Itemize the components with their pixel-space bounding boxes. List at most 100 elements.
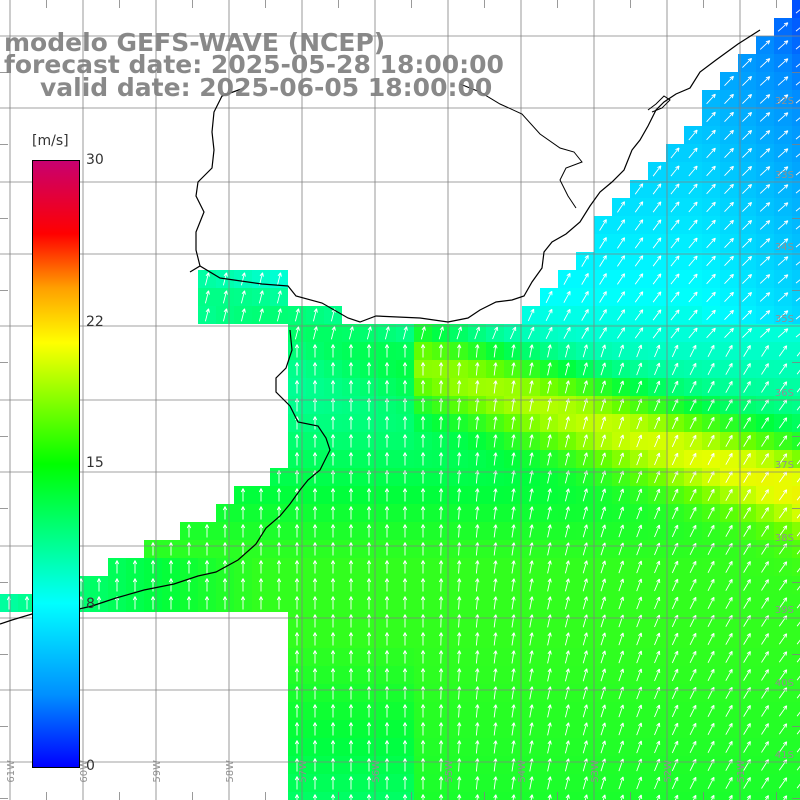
wind-arrow xyxy=(743,705,751,717)
wind-arrow xyxy=(312,578,318,592)
wind-arrow xyxy=(529,434,534,448)
wind-arrow xyxy=(743,597,751,609)
wind-arrow xyxy=(420,524,426,538)
wind-arrow xyxy=(294,704,300,718)
wind-arrow xyxy=(743,363,751,375)
speed-cell xyxy=(792,558,800,576)
speed-cell xyxy=(792,450,800,468)
wind-arrow xyxy=(294,722,300,736)
wind-arrow xyxy=(204,272,210,286)
wind-arrow xyxy=(796,585,800,591)
wind-arrow xyxy=(529,704,534,718)
wind-arrow xyxy=(617,273,626,285)
wind-arrow xyxy=(457,776,462,790)
coastline xyxy=(0,29,761,625)
wind-arrow xyxy=(114,578,120,592)
wind-arrow xyxy=(652,327,662,339)
wind-arrow xyxy=(475,596,480,610)
wind-arrow xyxy=(600,434,606,448)
wind-arrow xyxy=(777,166,789,176)
wind-arrow xyxy=(529,506,534,520)
wind-arrow xyxy=(725,560,733,573)
wind-arrow xyxy=(688,291,698,303)
wind-arrow xyxy=(529,380,534,394)
wind-arrow xyxy=(777,94,789,104)
wind-arrow xyxy=(777,202,789,212)
wind-arrow xyxy=(707,506,715,520)
wind-arrow xyxy=(796,477,800,483)
lat-label: 33S xyxy=(775,170,794,181)
wind-arrow xyxy=(312,722,318,736)
wind-arrow xyxy=(366,794,372,800)
wind-arrow xyxy=(617,291,626,303)
wind-arrow xyxy=(493,434,498,448)
wind-arrow xyxy=(438,578,444,592)
wind-arrow xyxy=(330,686,336,700)
wind-arrow xyxy=(600,560,606,574)
wind-arrow xyxy=(706,93,716,105)
wind-arrow xyxy=(384,380,390,394)
colorbar-unit: [m/s] xyxy=(32,133,69,149)
wind-arrow xyxy=(547,560,552,574)
wind-arrow xyxy=(743,525,751,537)
wind-arrow xyxy=(457,794,462,800)
wind-arrow xyxy=(761,435,769,447)
wind-arrow xyxy=(689,452,697,466)
wind-arrow xyxy=(636,578,643,592)
wind-arrow xyxy=(402,542,408,556)
speed-cell xyxy=(792,756,800,774)
speed-cell xyxy=(792,288,800,306)
wind-arrow xyxy=(743,615,751,627)
wind-arrow xyxy=(150,560,156,574)
wind-arrow xyxy=(636,524,643,538)
wind-arrow xyxy=(420,434,426,448)
lat-label: 37S xyxy=(775,460,794,471)
wind-arrow xyxy=(743,417,751,429)
coastline-argentina xyxy=(0,329,331,625)
wind-arrow xyxy=(670,183,680,195)
wind-arrow xyxy=(312,794,318,800)
wind-arrow xyxy=(420,596,426,610)
wind-arrow xyxy=(438,632,444,646)
lat-label: 34S xyxy=(775,242,794,253)
wind-arrow xyxy=(330,326,336,340)
lat-label: 32S xyxy=(775,96,794,107)
wind-arrow xyxy=(688,147,698,159)
wind-arrow xyxy=(618,362,625,376)
wind-arrow xyxy=(564,740,570,754)
wind-arrow xyxy=(725,362,733,375)
wind-arrow xyxy=(384,722,390,736)
wind-arrow xyxy=(294,542,300,556)
wind-arrow xyxy=(582,488,588,502)
wind-arrow xyxy=(511,632,516,646)
wind-arrow xyxy=(420,506,426,520)
wind-arrow xyxy=(743,345,751,357)
wind-arrow xyxy=(761,381,769,393)
wind-arrow xyxy=(724,93,734,105)
wind-arrow xyxy=(258,308,264,322)
axis-labels: 61W 60W 59W 58W 57W 56W 55W 54W 53W 52W 51W 32S 33S 3… xyxy=(6,96,794,783)
wind-arrow xyxy=(547,434,552,448)
wind-arrow xyxy=(511,362,516,376)
wind-arrow xyxy=(671,416,679,430)
wind-arrow xyxy=(654,704,661,718)
wind-arrow xyxy=(348,632,354,646)
wind-arrow xyxy=(402,794,408,800)
wind-arrow xyxy=(600,704,606,718)
wind-arrow xyxy=(617,219,626,231)
wind-arrow xyxy=(795,45,800,50)
wind-arrow xyxy=(384,740,390,754)
speed-cell xyxy=(792,90,800,108)
wind-arrow xyxy=(312,344,318,358)
wind-arrow xyxy=(457,650,462,664)
speed-cell xyxy=(666,792,684,800)
wind-arrow xyxy=(384,578,390,592)
wind-arrow xyxy=(725,524,733,537)
wind-arrow xyxy=(529,650,534,664)
wind-arrow xyxy=(743,651,751,663)
wind-arrow xyxy=(688,309,698,321)
wind-arrow xyxy=(671,722,679,736)
wind-arrow xyxy=(348,704,354,718)
wind-arrow xyxy=(511,722,516,736)
